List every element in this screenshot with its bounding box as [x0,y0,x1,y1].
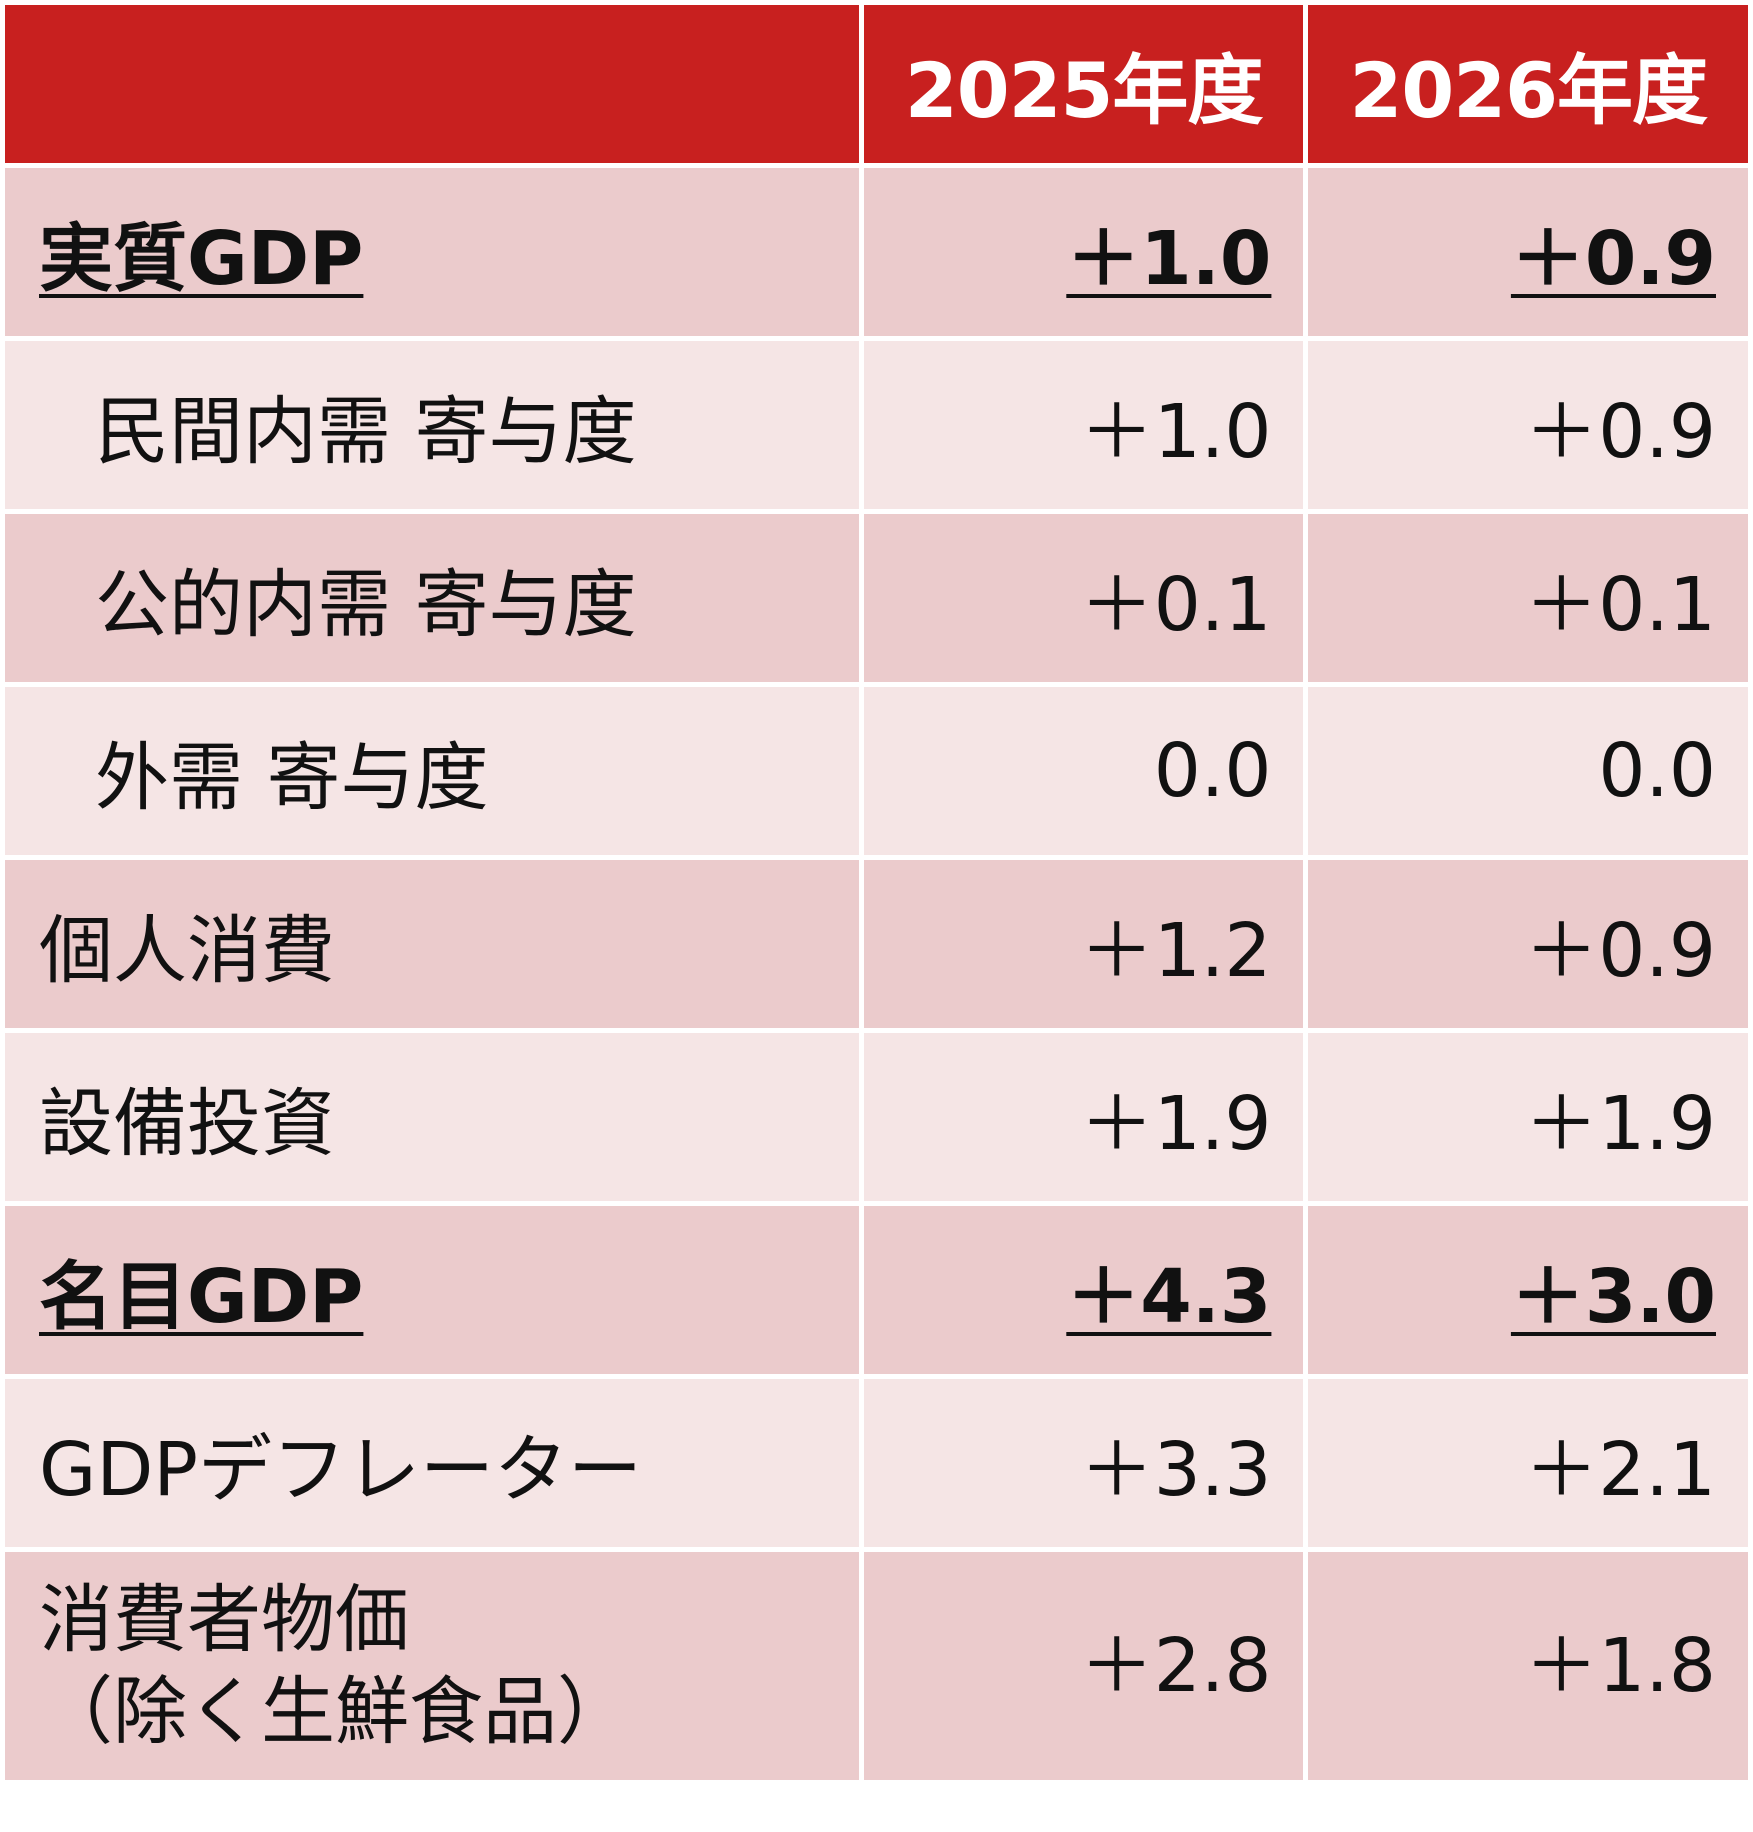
value-2025: ＋1.2 [863,860,1304,1028]
value-2026: ＋2.1 [1308,1379,1748,1547]
row-label: 名目GDP [39,1253,364,1340]
row-label: 実質GDP [39,215,364,302]
value-2025: ＋1.9 [863,1033,1304,1201]
value-2025: ＋1.0 [1066,215,1272,302]
value-2025: ＋1.0 [863,341,1304,509]
row-label: 公的内需 寄与度 [5,514,859,682]
table-row: 公的内需 寄与度 ＋0.1 ＋0.1 [5,514,1748,682]
value-2026: ＋0.9 [1510,215,1716,302]
value-2025: ＋4.3 [1066,1253,1272,1340]
table-row: 設備投資 ＋1.9 ＋1.9 [5,1033,1748,1201]
row-label: 設備投資 [5,1033,859,1201]
row-label: 消費者物価 [39,1576,409,1663]
row-label: GDPデフレーター [5,1379,859,1547]
value-2025: ＋0.1 [863,514,1304,682]
value-2026: ＋1.8 [1308,1552,1748,1780]
row-label-sub: （除く生鮮食品） [39,1669,631,1755]
header-2026: 2026年度 [1308,5,1748,163]
row-label: 民間内需 寄与度 [5,341,859,509]
value-2026: ＋0.9 [1308,341,1748,509]
forecast-table: 2025年度 2026年度 実質GDP ＋1.0 ＋0.9 民間内需 寄与度 ＋… [5,5,1748,1780]
header-blank [5,5,859,163]
table-row: 外需 寄与度 0.0 0.0 [5,687,1748,855]
table-row: 個人消費 ＋1.2 ＋0.9 [5,860,1748,1028]
table-row: 消費者物価 （除く生鮮食品） ＋2.8 ＋1.8 [5,1552,1748,1780]
header-2025: 2025年度 [863,5,1304,163]
value-2026: ＋3.0 [1510,1253,1716,1340]
value-2026: ＋0.1 [1308,514,1748,682]
value-2026: 0.0 [1308,687,1748,855]
table-row: GDPデフレーター ＋3.3 ＋2.1 [5,1379,1748,1547]
value-2026: ＋0.9 [1308,860,1748,1028]
header-row: 2025年度 2026年度 [5,5,1748,163]
table-row: 実質GDP ＋1.0 ＋0.9 [5,168,1748,336]
row-label: 個人消費 [5,860,859,1028]
table-row: 民間内需 寄与度 ＋1.0 ＋0.9 [5,341,1748,509]
value-2025: 0.0 [863,687,1304,855]
row-label: 外需 寄与度 [5,687,859,855]
value-2025: ＋2.8 [863,1552,1304,1780]
table-row: 名目GDP ＋4.3 ＋3.0 [5,1206,1748,1374]
value-2026: ＋1.9 [1308,1033,1748,1201]
value-2025: ＋3.3 [863,1379,1304,1547]
